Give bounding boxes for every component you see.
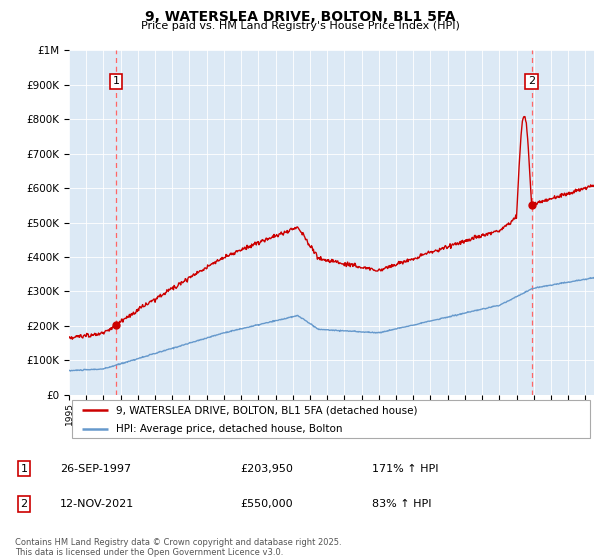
Text: 171% ↑ HPI: 171% ↑ HPI <box>372 464 439 474</box>
Text: 83% ↑ HPI: 83% ↑ HPI <box>372 499 431 509</box>
Text: Price paid vs. HM Land Registry's House Price Index (HPI): Price paid vs. HM Land Registry's House … <box>140 21 460 31</box>
Text: £550,000: £550,000 <box>240 499 293 509</box>
Text: Contains HM Land Registry data © Crown copyright and database right 2025.
This d: Contains HM Land Registry data © Crown c… <box>15 538 341 557</box>
Text: 9, WATERSLEA DRIVE, BOLTON, BL1 5FA: 9, WATERSLEA DRIVE, BOLTON, BL1 5FA <box>145 10 455 24</box>
Text: 1: 1 <box>112 76 119 86</box>
FancyBboxPatch shape <box>71 400 590 438</box>
Text: 26-SEP-1997: 26-SEP-1997 <box>60 464 131 474</box>
Text: 2: 2 <box>20 499 28 509</box>
Text: HPI: Average price, detached house, Bolton: HPI: Average price, detached house, Bolt… <box>116 424 343 433</box>
Text: 12-NOV-2021: 12-NOV-2021 <box>60 499 134 509</box>
Text: £203,950: £203,950 <box>240 464 293 474</box>
Text: 2: 2 <box>528 76 535 86</box>
Text: 1: 1 <box>20 464 28 474</box>
Text: 9, WATERSLEA DRIVE, BOLTON, BL1 5FA (detached house): 9, WATERSLEA DRIVE, BOLTON, BL1 5FA (det… <box>116 405 418 415</box>
